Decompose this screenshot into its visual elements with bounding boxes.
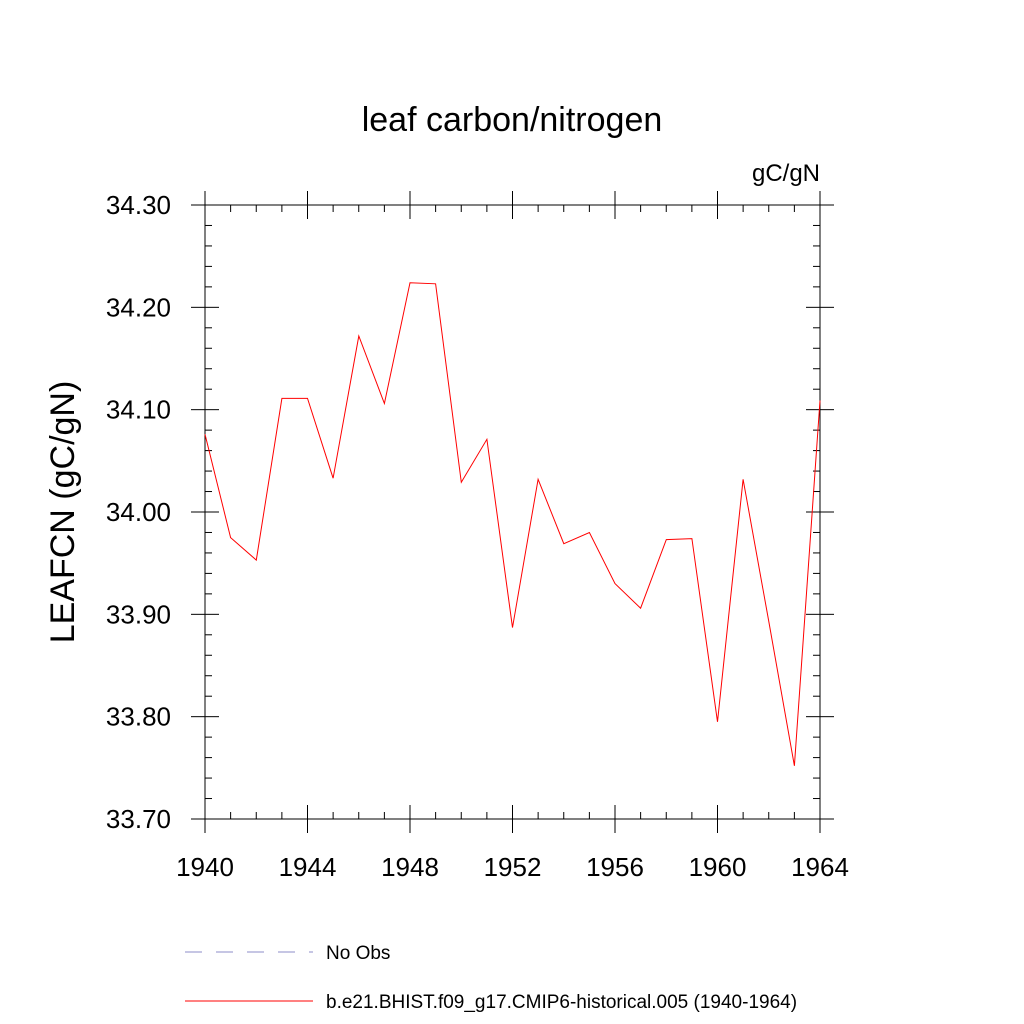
series-lines — [204, 282, 821, 766]
series-line — [204, 282, 821, 766]
axis-ticks — [191, 191, 834, 833]
legend: No Obs b.e21.BHIST.f09_g17.CMIP6-historic… — [185, 943, 797, 1013]
x-tick-label: 1952 — [484, 852, 542, 882]
y-tick-label: 34.20 — [106, 292, 171, 322]
x-tick-labels: 1940 1944 1948 1952 1956 1960 1964 — [176, 852, 849, 882]
plot-frame — [204, 204, 821, 820]
x-tick-label: 1940 — [176, 852, 234, 882]
y-tick-label: 34.00 — [106, 497, 171, 527]
chart-title: leaf carbon/nitrogen — [362, 101, 663, 139]
x-tick-label: 1960 — [689, 852, 747, 882]
y-axis-label: LEAFCN (gC/gN) — [44, 381, 82, 644]
x-tick-label: 1948 — [381, 852, 439, 882]
legend-label: b.e21.BHIST.f09_g17.CMIP6-historical.005… — [326, 992, 797, 1013]
y-tick-label: 33.70 — [106, 804, 171, 834]
y-tick-label: 34.10 — [106, 395, 171, 425]
y-tick-label: 34.30 — [106, 190, 171, 220]
y-tick-labels: 33.70 33.80 33.90 34.00 34.10 34.20 34.30 — [106, 190, 171, 834]
x-tick-label: 1964 — [791, 852, 849, 882]
x-tick-label: 1956 — [586, 852, 644, 882]
legend-label: No Obs — [326, 943, 390, 964]
y-tick-label: 33.90 — [106, 599, 171, 629]
units-label: gC/gN — [752, 160, 820, 187]
x-tick-label: 1944 — [279, 852, 337, 882]
y-tick-label: 33.80 — [106, 702, 171, 732]
